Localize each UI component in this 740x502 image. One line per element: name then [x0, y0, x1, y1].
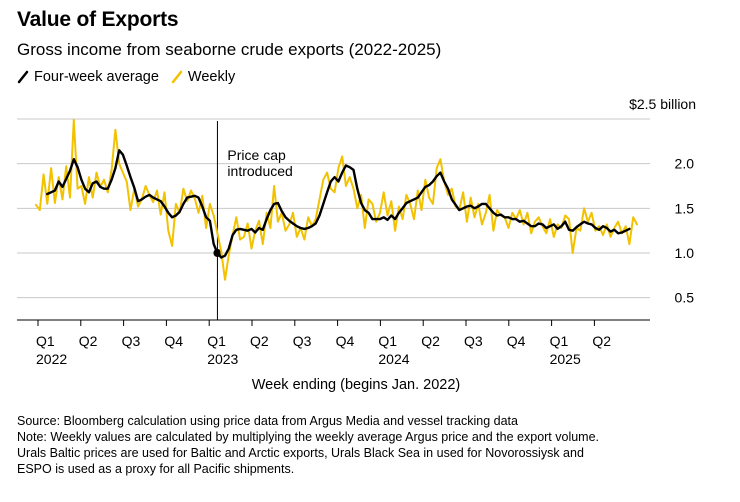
source-text: Source: Bloomberg calculation using pric…: [17, 414, 518, 428]
chart-subtitle: Gross income from seaborne crude exports…: [17, 40, 442, 59]
x-axis-label: Week ending (begins Jan. 2022): [251, 377, 461, 393]
legend-item-weekly: Weekly: [171, 69, 235, 85]
footer: Source: Bloomberg calculation using pric…: [17, 413, 717, 477]
x-tick-label: Q1: [207, 333, 226, 349]
x-tick-label: Q3: [293, 333, 312, 349]
y-tick-labels: 0.5 1.0 1.5 2.0: [675, 156, 695, 306]
x-tick-label: Q2: [421, 333, 440, 349]
legend-item-four-week-average: Four-week average: [17, 69, 159, 85]
chart-title: Value of Exports: [17, 8, 179, 31]
price-cap-label: Price cap: [227, 147, 286, 163]
x-tick-label: Q1: [378, 333, 397, 349]
price-cap-label: introduced: [227, 163, 292, 179]
note-line-3: ESPO is used as a proxy for all Pacific …: [17, 462, 295, 476]
note-line-2: Urals Baltic prices are used for Baltic …: [17, 446, 584, 460]
y-tick-label: 1.5: [675, 200, 695, 216]
x-tick-year-label: 2023: [207, 351, 238, 367]
weekly-line: [35, 118, 638, 281]
legend-label: Weekly: [187, 69, 236, 85]
x-tick-year-label: 2022: [36, 351, 67, 367]
y-tick-label: 1.0: [675, 245, 695, 261]
legend-swatch-yellow-icon: [171, 70, 183, 84]
x-tick-label: Q3: [464, 333, 483, 349]
x-tick-label: Q1: [550, 333, 569, 349]
legend-swatch-black-icon: [17, 70, 29, 84]
x-tick-year-label: 2024: [378, 351, 409, 367]
x-tick-label: Q1: [36, 333, 55, 349]
x-tick-label: Q4: [336, 333, 355, 349]
note-line-1: Note: Weekly values are calculated by mu…: [17, 430, 600, 444]
series-lines: [35, 118, 638, 281]
legend: Four-week average Weekly: [17, 69, 247, 85]
x-tick-label: Q4: [164, 333, 183, 349]
x-tick-label: Q2: [592, 333, 611, 349]
grid-lines: [17, 118, 650, 299]
y-unit-label: $2.5 billion: [629, 96, 696, 112]
x-tick-label: Q2: [79, 333, 98, 349]
y-tick-label: 0.5: [675, 290, 695, 306]
four-week-average-line: [46, 149, 631, 259]
legend-label: Four-week average: [34, 69, 159, 85]
x-tick-label: Q4: [507, 333, 526, 349]
x-tick-year-label: 2025: [550, 351, 581, 367]
x-tick-label: Q2: [250, 333, 269, 349]
x-tick-label: Q3: [122, 333, 141, 349]
y-tick-label: 2.0: [675, 156, 695, 172]
x-axis: Q1 2022 Q2 Q3 Q4 Q1 2023 Q2 Q3 Q4 Q1 2024 Q2 Q3 Q4 Q1 20…: [17, 319, 650, 367]
